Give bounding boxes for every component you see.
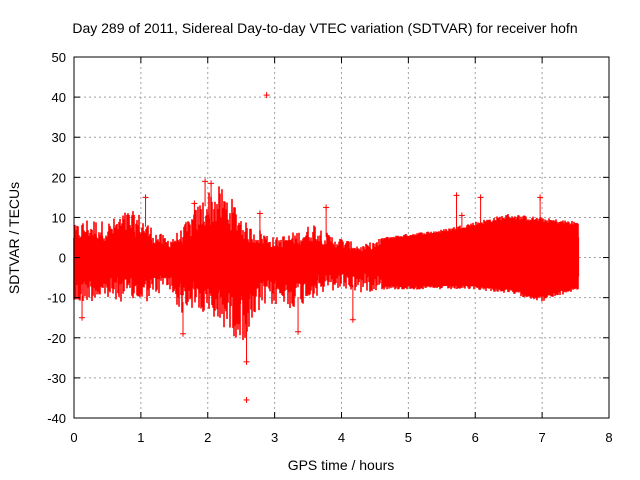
outlier-point bbox=[263, 92, 270, 99]
axes-ticks: 0 1 2 3 4 5 6 7 8 -40 -30 -20 -10 0 10 20 30 40 50 bbox=[47, 50, 612, 445]
y-tick-label: 0 bbox=[59, 251, 66, 266]
x-tick-label: 3 bbox=[271, 430, 278, 445]
y-axis-title: SDTVAR / TECUs bbox=[6, 182, 22, 294]
x-tick-label: 4 bbox=[338, 430, 345, 445]
x-tick-label: 0 bbox=[70, 430, 77, 445]
y-tick-label: 40 bbox=[52, 90, 66, 105]
y-tick-label: 20 bbox=[52, 170, 66, 185]
x-tick-label: 2 bbox=[204, 430, 211, 445]
y-tick-label: 50 bbox=[52, 50, 66, 65]
x-tick-label: 1 bbox=[137, 430, 144, 445]
data-series bbox=[73, 92, 580, 403]
y-tick-label: 30 bbox=[52, 130, 66, 145]
y-tick-label: -10 bbox=[47, 291, 66, 306]
y-tick-label: -30 bbox=[47, 371, 66, 386]
x-tick-label: 5 bbox=[405, 430, 412, 445]
y-tick-label: -20 bbox=[47, 331, 66, 346]
x-tick-label: 7 bbox=[539, 430, 546, 445]
x-tick-label: 8 bbox=[605, 430, 612, 445]
outlier-point bbox=[243, 396, 250, 403]
y-tick-label: -40 bbox=[47, 411, 66, 426]
chart-title: Day 289 of 2011, Sidereal Day-to-day VTE… bbox=[72, 20, 577, 36]
y-tick-label: 10 bbox=[52, 210, 66, 225]
x-tick-label: 6 bbox=[472, 430, 479, 445]
x-axis-title: GPS time / hours bbox=[288, 457, 395, 473]
